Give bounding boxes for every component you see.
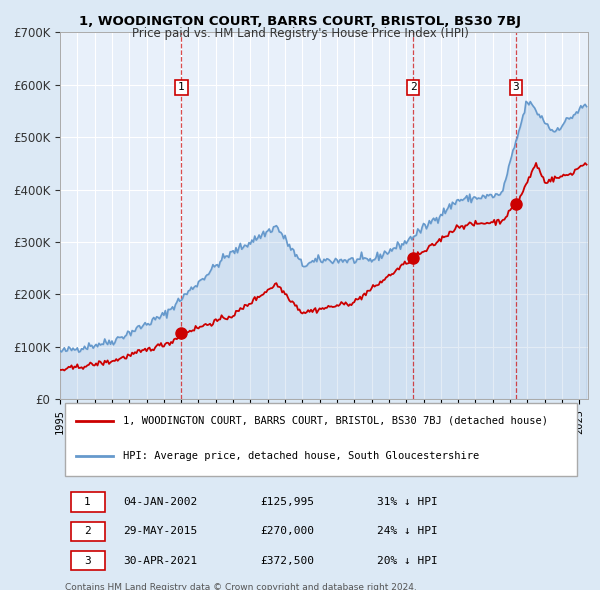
Text: 31% ↓ HPI: 31% ↓ HPI bbox=[377, 497, 437, 507]
FancyBboxPatch shape bbox=[71, 492, 105, 512]
Text: £372,500: £372,500 bbox=[260, 556, 314, 566]
FancyBboxPatch shape bbox=[71, 522, 105, 541]
Text: 2: 2 bbox=[410, 83, 416, 93]
Text: 24% ↓ HPI: 24% ↓ HPI bbox=[377, 526, 437, 536]
Text: 1: 1 bbox=[84, 497, 91, 507]
Text: 04-JAN-2002: 04-JAN-2002 bbox=[124, 497, 197, 507]
Text: 3: 3 bbox=[512, 83, 519, 93]
Text: 29-MAY-2015: 29-MAY-2015 bbox=[124, 526, 197, 536]
Text: Price paid vs. HM Land Registry's House Price Index (HPI): Price paid vs. HM Land Registry's House … bbox=[131, 27, 469, 40]
Text: £270,000: £270,000 bbox=[260, 526, 314, 536]
Text: £125,995: £125,995 bbox=[260, 497, 314, 507]
Text: 2: 2 bbox=[84, 526, 91, 536]
Text: HPI: Average price, detached house, South Gloucestershire: HPI: Average price, detached house, Sout… bbox=[124, 451, 479, 461]
Text: 1, WOODINGTON COURT, BARRS COURT, BRISTOL, BS30 7BJ (detached house): 1, WOODINGTON COURT, BARRS COURT, BRISTO… bbox=[124, 416, 548, 426]
Text: Contains HM Land Registry data © Crown copyright and database right 2024.
This d: Contains HM Land Registry data © Crown c… bbox=[65, 583, 417, 590]
Text: 20% ↓ HPI: 20% ↓ HPI bbox=[377, 556, 437, 566]
FancyBboxPatch shape bbox=[65, 403, 577, 476]
Text: 1: 1 bbox=[178, 83, 185, 93]
Text: 30-APR-2021: 30-APR-2021 bbox=[124, 556, 197, 566]
Text: 3: 3 bbox=[84, 556, 91, 566]
Text: 1, WOODINGTON COURT, BARRS COURT, BRISTOL, BS30 7BJ: 1, WOODINGTON COURT, BARRS COURT, BRISTO… bbox=[79, 15, 521, 28]
FancyBboxPatch shape bbox=[71, 551, 105, 571]
